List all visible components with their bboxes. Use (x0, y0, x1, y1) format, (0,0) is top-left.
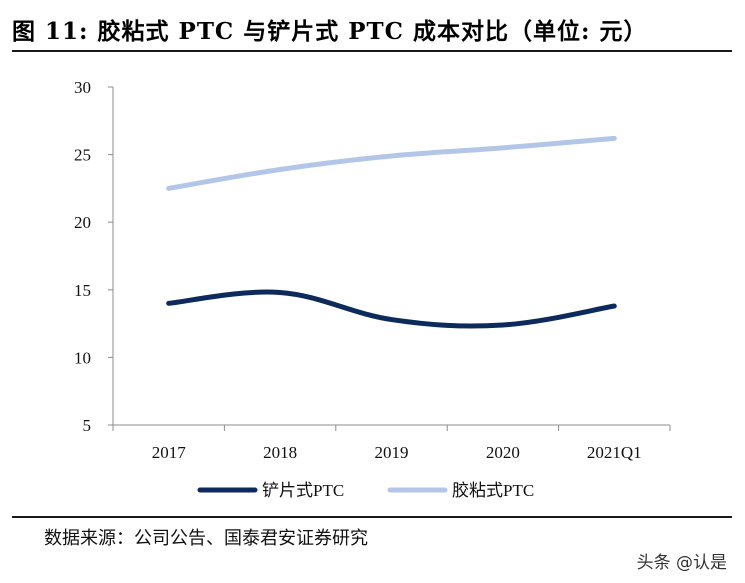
series-line-1 (166, 289, 617, 329)
series-line-2 (166, 135, 617, 191)
y-tick-label: 5 (83, 416, 92, 435)
x-axis: 2017 2018 2019 2020 2021Q1 (112, 424, 671, 462)
y-tick-label: 15 (74, 281, 91, 300)
cost-line-chart: 5 10 15 20 25 30 2017 2018 2019 2020 2021Q1 铲片式PT… (74, 78, 671, 500)
chart-title: 图 11: 胶粘式 PTC 与铲片式 PTC 成本对比（单位: 元） (12, 18, 648, 45)
title-rule (12, 50, 732, 52)
series-layer (166, 135, 617, 329)
x-tick-label: 2017 (152, 443, 187, 462)
legend-label-2: 胶粘式PTC (452, 481, 534, 500)
y-axis: 5 10 15 20 25 30 (74, 78, 114, 435)
y-tick-label: 30 (74, 78, 91, 97)
legend: 铲片式PTC 胶粘式PTC (197, 481, 534, 500)
watermark: 头条 @认是 (636, 553, 727, 573)
y-tick-label: 25 (74, 146, 91, 165)
y-tick-label: 20 (74, 213, 91, 232)
x-tick-label: 2018 (263, 443, 297, 462)
y-tick-label: 10 (74, 348, 91, 367)
source-note: 数据来源：公司公告、国泰君安证券研究 (44, 528, 368, 549)
x-tick-label: 2019 (375, 443, 409, 462)
x-tick-label: 2021Q1 (587, 443, 642, 462)
x-tick-label: 2020 (486, 443, 520, 462)
source-rule (12, 516, 732, 518)
legend-label-1: 铲片式PTC (262, 481, 344, 500)
